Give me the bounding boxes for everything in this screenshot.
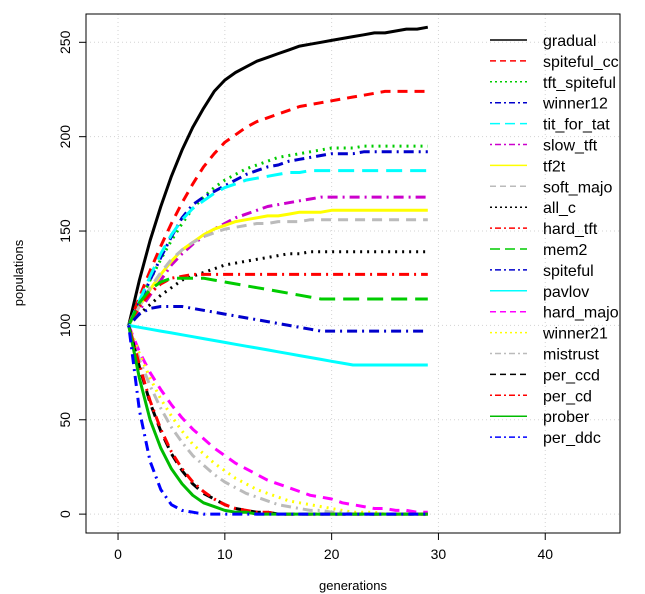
series-line-all-c bbox=[127, 250, 428, 327]
legend-label: per_cd bbox=[543, 388, 592, 405]
legend-label: per_ddc bbox=[543, 430, 601, 447]
legend-label: slow_tft bbox=[543, 138, 598, 155]
series-line-per-ddc bbox=[127, 325, 428, 516]
legend-label: all_c bbox=[543, 200, 576, 217]
series-line-hard-majo bbox=[127, 324, 428, 514]
series-line-winner21 bbox=[127, 324, 428, 516]
series-line-slow-tft bbox=[127, 195, 428, 327]
y-tick-label: 250 bbox=[57, 30, 73, 54]
legend-label: pavlov bbox=[543, 284, 589, 301]
y-tick-label: 50 bbox=[57, 412, 73, 428]
legend-label: spiteful bbox=[543, 263, 594, 280]
x-tick-label: 30 bbox=[431, 546, 447, 562]
legend-label: winner12 bbox=[542, 96, 608, 113]
legend-label: mem2 bbox=[543, 242, 588, 259]
x-tick-label: 40 bbox=[537, 546, 553, 562]
legend-label: hard_tft bbox=[543, 221, 598, 238]
x-tick-label: 10 bbox=[217, 546, 233, 562]
y-tick-label: 200 bbox=[57, 125, 73, 149]
legend-label: mistrust bbox=[543, 347, 600, 364]
y-tick-label: 100 bbox=[57, 314, 73, 338]
y-axis-title: populations bbox=[11, 239, 26, 306]
x-axis: 0 10 20 30 40 bbox=[114, 532, 553, 562]
series-line-spiteful-cc bbox=[127, 89, 428, 326]
series-lines bbox=[127, 25, 429, 516]
series-line-tit-for-tat bbox=[127, 169, 428, 327]
x-tick-label: 20 bbox=[324, 546, 340, 562]
y-tick-label: 0 bbox=[57, 510, 73, 518]
legend-label: soft_majo bbox=[543, 179, 612, 196]
legend-label: tft_spiteful bbox=[543, 75, 616, 92]
series-line-winner12 bbox=[127, 150, 428, 327]
x-tick-label: 0 bbox=[114, 546, 122, 562]
legend: gradual spiteful_cc tft_spiteful winner12 ti… bbox=[490, 33, 619, 447]
legend-label: winner21 bbox=[542, 326, 608, 343]
series-line-soft-majo bbox=[127, 218, 428, 327]
series-line-mem2 bbox=[127, 276, 428, 327]
series-line-spiteful bbox=[127, 305, 428, 333]
legend-label: gradual bbox=[543, 33, 596, 50]
y-tick-label: 150 bbox=[57, 219, 73, 243]
legend-label: tit_for_tat bbox=[543, 117, 610, 134]
x-axis-title: generations bbox=[319, 578, 387, 593]
legend-label: hard_majo bbox=[543, 305, 619, 322]
series-line-hard-tft bbox=[127, 272, 428, 327]
legend-label: prober bbox=[543, 409, 590, 426]
series-line-pavlov bbox=[128, 323, 428, 367]
series-line-gradual bbox=[127, 25, 429, 326]
legend-label: spiteful_cc bbox=[543, 54, 619, 71]
y-axis: 0 50 100 150 200 250 bbox=[57, 30, 87, 518]
legend-label: tf2t bbox=[543, 158, 566, 175]
legend-label: per_ccd bbox=[543, 367, 600, 384]
